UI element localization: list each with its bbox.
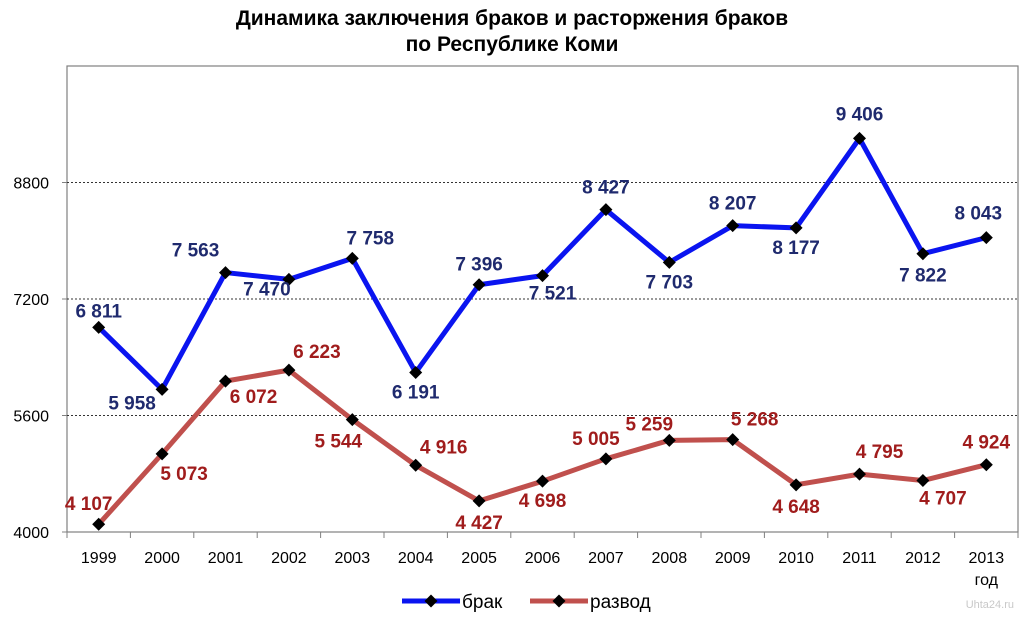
data-label: 5 544 (315, 432, 363, 453)
data-point-marker (345, 413, 359, 427)
x-tick-label: 2012 (905, 550, 941, 567)
data-point-marker (726, 433, 740, 447)
data-label: 7 822 (899, 266, 947, 287)
data-label: 8 043 (955, 204, 1003, 225)
data-label: 9 406 (836, 104, 884, 125)
data-point-marker (789, 478, 803, 492)
legend-marker (424, 594, 438, 608)
data-point-marker (599, 452, 613, 466)
data-label: 4 107 (65, 494, 113, 515)
data-point-marker (853, 131, 866, 145)
x-tick-label: 2007 (588, 550, 624, 567)
data-label: 4 648 (772, 497, 820, 518)
series-line-brak (96, 135, 989, 392)
data-label: 7 703 (646, 272, 694, 293)
data-label: 4 924 (963, 433, 1011, 454)
x-tick-label: 2008 (652, 550, 688, 567)
data-point-marker (536, 474, 549, 488)
data-label: 5 073 (160, 464, 208, 485)
y-tick-label: 7200 (13, 292, 49, 309)
data-point-marker (536, 269, 549, 283)
data-label: 6 072 (230, 387, 278, 408)
data-label: 4 795 (856, 442, 904, 463)
chart-title-line-1: Динамика заключения браков и расторжения… (235, 7, 789, 30)
data-label: 8 177 (772, 238, 820, 259)
x-tick-label: 2013 (969, 550, 1005, 567)
data-point-marker (282, 272, 296, 286)
data-label: 7 758 (347, 228, 395, 249)
x-tick-label: 2000 (144, 550, 180, 567)
chart-title-line-2: по Республике Коми (405, 33, 619, 56)
data-point-marker (92, 320, 106, 334)
data-point-marker (409, 458, 423, 472)
data-point-marker (92, 517, 106, 531)
legend-label: развод (590, 592, 651, 613)
data-label: 5 268 (731, 410, 779, 431)
data-point-marker (979, 458, 993, 472)
data-point-marker (345, 251, 359, 265)
x-tick-label: 2004 (398, 550, 434, 567)
x-tick-label: 2005 (461, 550, 497, 567)
legend-marker (552, 594, 566, 608)
x-tick-label: 2003 (335, 550, 371, 567)
data-point-marker (282, 363, 296, 377)
data-point-marker (472, 494, 486, 508)
data-label: 7 396 (455, 255, 503, 276)
x-tick-label: 2010 (778, 550, 814, 567)
data-point-marker (726, 219, 740, 233)
legend-label: брак (462, 592, 503, 613)
x-axis-unit-label: год (975, 572, 999, 589)
data-point-marker (916, 474, 930, 488)
data-label: 5 005 (572, 429, 620, 450)
data-label: 6 811 (75, 301, 122, 322)
y-tick-label: 4000 (13, 525, 49, 542)
data-label: 5 958 (108, 393, 156, 414)
data-label: 5 259 (626, 414, 674, 435)
x-tick-label: 2001 (208, 550, 244, 567)
data-point-marker (219, 266, 232, 280)
data-point-marker (853, 467, 866, 481)
data-label: 4 916 (420, 437, 468, 458)
data-label: 7 563 (172, 241, 220, 262)
y-tick-label: 5600 (13, 409, 49, 426)
x-tick-label: 2006 (525, 550, 561, 567)
data-label: 4 698 (519, 491, 567, 512)
data-label: 8 207 (709, 194, 757, 215)
x-tick-label: 1999 (81, 550, 117, 567)
data-point-marker (662, 433, 676, 447)
data-point-marker (155, 382, 169, 396)
data-point-marker (916, 247, 930, 261)
data-label: 4 427 (455, 513, 503, 534)
data-label: 4 707 (919, 489, 967, 510)
data-label: 8 427 (582, 178, 630, 199)
data-label: 7 521 (529, 284, 577, 305)
data-point-marker (599, 203, 613, 217)
x-tick-label: 2009 (715, 550, 751, 567)
x-tick-label: 2011 (842, 550, 877, 567)
data-label: 7 470 (243, 279, 291, 300)
data-point-marker (219, 374, 232, 388)
chart-title: Динамика заключения браков и расторжения… (0, 6, 1024, 58)
data-point-marker (409, 365, 423, 379)
data-point-marker (789, 221, 803, 235)
data-label: 6 191 (392, 382, 440, 403)
data-point-marker (662, 255, 676, 269)
data-point-marker (155, 447, 169, 461)
watermark: Uhta24.ru (965, 599, 1014, 611)
data-point-marker (979, 231, 993, 245)
data-label: 6 223 (293, 342, 341, 363)
y-tick-label: 8800 (13, 176, 49, 193)
data-point-marker (472, 278, 486, 292)
x-tick-label: 2002 (271, 550, 307, 567)
